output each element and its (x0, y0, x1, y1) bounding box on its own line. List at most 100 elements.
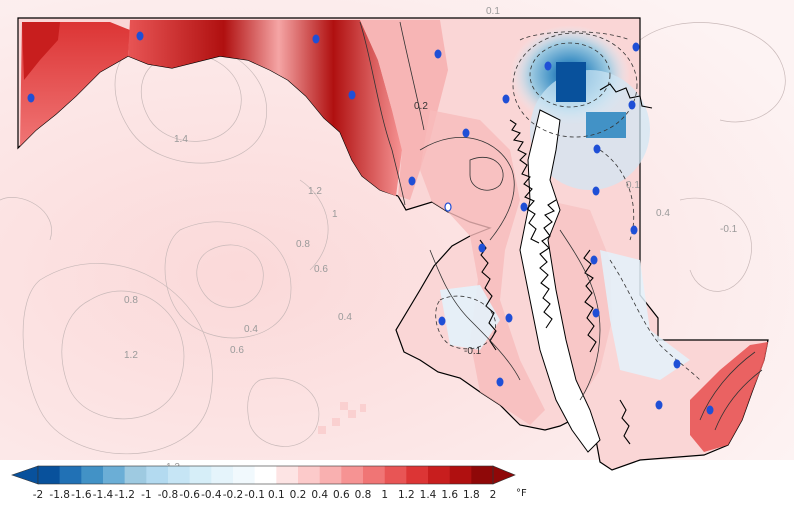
station-marker (478, 243, 486, 253)
station-marker (496, 377, 504, 387)
station-marker (27, 93, 35, 103)
station-marker (673, 359, 681, 369)
colorbar: -2 -1.8 -1.6 -1.4 -1.2 -1 -0.8 -0.6 -0.4 -0.2 -0.1… (11, 465, 516, 501)
contour-label-c6: 0.8 (296, 239, 310, 250)
contour-label-c9: 0.4 (244, 324, 258, 335)
colorbar-tick-label: -1.2 (114, 489, 135, 501)
station-marker (593, 144, 601, 154)
station-marker-hollow (444, 202, 452, 212)
colorbar-tick-label: 1.4 (420, 489, 437, 501)
station-marker (706, 405, 714, 415)
colorbar-tick-label: -0.8 (158, 489, 179, 501)
station-marker (136, 31, 144, 41)
colorbar-swatch (103, 466, 125, 484)
contour-label-c16: -0.1 (720, 224, 738, 235)
contour-label-c8: 0.8 (124, 295, 138, 306)
cool-pixel-block-2 (586, 112, 626, 138)
colorbar-tick-label: -0.4 (201, 489, 222, 501)
colorbar-tick-label: 1.8 (463, 489, 480, 501)
colorbar-tick-label: 0.1 (268, 489, 285, 501)
contour-label-c11: 0.6 (230, 345, 244, 356)
colorbar-tick-label: 0.4 (311, 489, 328, 501)
background-contours (0, 22, 786, 455)
contour-label-c13: 0.4 (656, 208, 670, 219)
station-marker (630, 225, 638, 235)
colorbar-tick-label: -1 (141, 489, 151, 501)
west-anomaly-region (20, 22, 130, 146)
colorbar-swatch (319, 466, 342, 484)
state-contours (359, 21, 763, 431)
contour-label-c10: 1.2 (124, 350, 138, 361)
north-anomaly-fade (360, 20, 448, 200)
colorbar-swatch (146, 466, 169, 484)
colorbar-tick-label: -0.1 (244, 489, 265, 501)
station-marker (434, 49, 442, 59)
contour-label-c12: 0.4 (338, 312, 352, 323)
colorbar-tick-label: 1.2 (398, 489, 415, 501)
colorbar-arrow-high (492, 465, 516, 485)
contour-label-c3: 1.4 (174, 134, 188, 145)
cool-contours (435, 31, 701, 381)
colorbar-tick-label: -1.4 (93, 489, 114, 501)
station-marker (655, 400, 663, 410)
station-markers (27, 31, 714, 415)
station-marker (590, 255, 598, 265)
station-marker (632, 42, 640, 52)
colorbar-tick-label: 0.2 (290, 489, 307, 501)
contour-label-c7: 0.6 (314, 264, 328, 275)
north-anomaly-region (128, 20, 402, 196)
colorbar-tick-label: 0.8 (355, 489, 372, 501)
contour-label-c2: -0.1 (464, 346, 482, 357)
colorbar-swatch (124, 466, 147, 484)
colorbar-swatch (298, 466, 320, 484)
station-marker (348, 90, 356, 100)
colorbar-outline (37, 465, 494, 485)
colorbar-swatch (471, 466, 494, 484)
colorbar-tick-label: -1.8 (49, 489, 70, 501)
station-marker (592, 308, 600, 318)
colorbar-swatch (428, 466, 450, 484)
colorbar-swatch (38, 466, 60, 484)
shoreline-detail (479, 83, 653, 445)
colorbar-swatch (341, 466, 364, 484)
station-marker (544, 61, 552, 71)
colorbar-swatch (276, 466, 299, 484)
edge-artifacts (318, 402, 366, 434)
colorbar-tick-label: -1.6 (71, 489, 92, 501)
station-marker (438, 316, 446, 326)
contour-label-c1: 0.2 (414, 101, 428, 112)
chesapeake-bay (519, 109, 601, 453)
colorbar-tick-label: 1 (381, 489, 388, 501)
colorbar-swatch (384, 466, 407, 484)
colorbar-tick-label: -2 (33, 489, 43, 501)
colorbar-swatch (406, 466, 429, 484)
station-marker (628, 100, 636, 110)
southeast-anomaly-region (690, 342, 768, 452)
colorbar-swatch (254, 466, 277, 484)
colorbar-swatch (363, 466, 385, 484)
station-marker (505, 313, 513, 323)
colorbar-unit-label: °F (516, 488, 527, 499)
colorbar-tick-label: -0.6 (179, 489, 200, 501)
station-marker (502, 94, 510, 104)
colorbar-tick-label: 2 (490, 489, 497, 501)
cool-anomaly-south (600, 250, 690, 380)
cool-pixel-block (556, 62, 586, 102)
station-marker (592, 186, 600, 196)
colorbar-tick-label: 0.6 (333, 489, 350, 501)
station-marker (520, 202, 528, 212)
colorbar-swatch (59, 466, 82, 484)
west-anomaly-core (22, 22, 60, 80)
station-marker (408, 176, 416, 186)
colorbar-arrow-low (11, 465, 39, 485)
contour-label-c15: 0.1 (626, 180, 640, 191)
colorbar-swatch (449, 466, 472, 484)
contour-label-c14: 0.1 (486, 6, 500, 17)
station-marker (462, 128, 470, 138)
station-marker (312, 34, 320, 44)
colorbar-swatch (211, 466, 234, 484)
colorbar-tick-label: 1.6 (441, 489, 458, 501)
contour-label-c4: 1.2 (308, 186, 322, 197)
colorbar-tick-label: -0.2 (223, 489, 244, 501)
